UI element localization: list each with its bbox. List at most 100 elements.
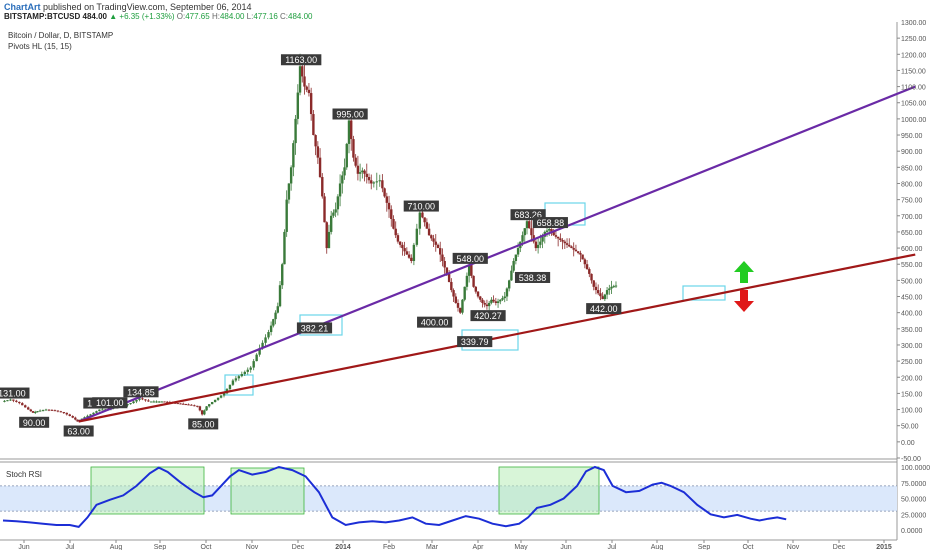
candle-body xyxy=(561,240,564,242)
candle-body xyxy=(410,257,413,261)
pivot-label-bg xyxy=(470,310,506,322)
candle-body xyxy=(305,86,308,90)
candle-body xyxy=(434,241,437,245)
pivot-label-bg xyxy=(63,425,94,437)
candle-body xyxy=(568,244,571,247)
y-tick-label: 1050.00 xyxy=(901,101,926,108)
candle-body xyxy=(505,288,509,297)
candle-body xyxy=(588,269,591,274)
candle-body xyxy=(163,401,166,403)
candle-body xyxy=(352,139,355,158)
stoch-y-tick-label: 0.0000 xyxy=(901,528,923,535)
candle-body xyxy=(614,285,618,287)
candle-body xyxy=(370,180,373,184)
stoch-rsi-line xyxy=(2,465,787,528)
candle-body xyxy=(572,248,575,250)
x-tick-label: Apr xyxy=(473,544,485,550)
pivot-label: 420.27 xyxy=(470,310,506,322)
candle-body xyxy=(184,404,188,406)
candle-body xyxy=(583,259,587,265)
candle-body xyxy=(490,299,493,303)
candle-body xyxy=(487,302,491,307)
candle-body xyxy=(467,264,471,276)
candle-body xyxy=(421,212,424,218)
candle-body xyxy=(68,414,71,417)
price-axis[interactable]: 1300.00 1250.00 1200.00 1150.00 1100.00 1050.… xyxy=(897,20,926,463)
candle-body xyxy=(381,180,384,189)
candle-body xyxy=(196,405,199,407)
candle-body xyxy=(363,170,366,174)
candle-body xyxy=(193,405,196,407)
candle-body xyxy=(499,299,502,302)
candle-body xyxy=(390,209,393,220)
candle-body xyxy=(345,143,348,168)
pivot-label: 1163.00 xyxy=(280,54,322,66)
pivot-value: 90.00 xyxy=(23,418,46,428)
candle-body xyxy=(76,419,79,422)
candle-body xyxy=(179,403,182,405)
pivot-label: 995.00 xyxy=(332,108,368,120)
symbol-name[interactable]: BITSTAMP:BTCUSD xyxy=(4,12,81,21)
candle-body xyxy=(160,401,164,403)
candle-body xyxy=(155,401,158,403)
candle-body xyxy=(545,230,549,232)
main-pane[interactable] xyxy=(0,22,897,459)
candle-body xyxy=(129,403,132,405)
published-text: published on TradingView.com, September … xyxy=(43,2,252,12)
stoch-title[interactable]: Stoch RSI xyxy=(6,470,43,479)
candle-body xyxy=(463,286,466,300)
pivot-value: 63.00 xyxy=(67,427,90,437)
series-title: Bitcoin / Dollar, D, BITSTAMP xyxy=(8,31,114,40)
pivot-label: 658.88 xyxy=(532,217,568,229)
pivot-label-bg xyxy=(417,316,453,328)
high-label: H: xyxy=(211,12,220,21)
stoch-rsi-pane[interactable]: 100.0000 75.0000 50.0000 25.0000 0.0000 xyxy=(0,465,930,535)
candle-body xyxy=(246,369,249,372)
candle-body xyxy=(166,401,169,403)
pivot-label-bg xyxy=(123,386,159,398)
y-tick-label: 750.00 xyxy=(901,198,923,205)
x-tick-label: Jun xyxy=(560,544,571,550)
candle-body xyxy=(385,196,389,203)
trendline-red[interactable] xyxy=(78,253,916,423)
candle-body xyxy=(541,236,544,242)
candle-body xyxy=(590,273,593,281)
candle-body xyxy=(24,405,27,408)
y-tick-label: 100.00 xyxy=(901,408,923,415)
time-axis[interactable]: Jun Jul Aug Sep Oct Nov Dec 2014 Feb Mar Apr May Jun… xyxy=(18,540,892,550)
up-triangle-icon: ▲ xyxy=(109,12,118,21)
pivot-value: 382.21 xyxy=(301,323,329,333)
indicator-name[interactable]: Pivots HL (15, 15) xyxy=(8,42,72,51)
trendlines[interactable] xyxy=(78,85,916,423)
pivot-value: 442.00 xyxy=(590,304,618,314)
candle-body xyxy=(210,402,214,405)
pivot-value: 548.00 xyxy=(456,254,484,264)
y-tick-label: 250.00 xyxy=(901,359,923,366)
candle-body xyxy=(605,290,609,295)
candle-body xyxy=(98,409,101,412)
x-tick-label: Nov xyxy=(246,544,259,550)
candle-body xyxy=(432,238,435,242)
candle-body xyxy=(285,199,288,232)
candle-body xyxy=(228,384,232,390)
candle-body xyxy=(34,411,37,413)
candle-body xyxy=(334,209,337,213)
candle-body xyxy=(599,293,602,297)
candle-body xyxy=(71,416,74,418)
author-link[interactable]: ChartArt xyxy=(4,2,41,12)
candle-body xyxy=(216,397,220,400)
trendline-purple[interactable] xyxy=(78,85,916,423)
candle-body xyxy=(252,361,255,368)
candle-body xyxy=(59,411,63,413)
candle-body xyxy=(234,378,238,381)
candle-body xyxy=(405,251,409,255)
candle-body xyxy=(198,406,202,411)
pivot-value: 101.00 xyxy=(96,398,124,408)
arrow-up-icon xyxy=(734,261,754,283)
candle-body xyxy=(126,404,129,406)
candle-body xyxy=(258,348,261,355)
candle-body xyxy=(439,248,442,255)
candle-body xyxy=(492,299,495,302)
candle-body xyxy=(56,410,60,412)
